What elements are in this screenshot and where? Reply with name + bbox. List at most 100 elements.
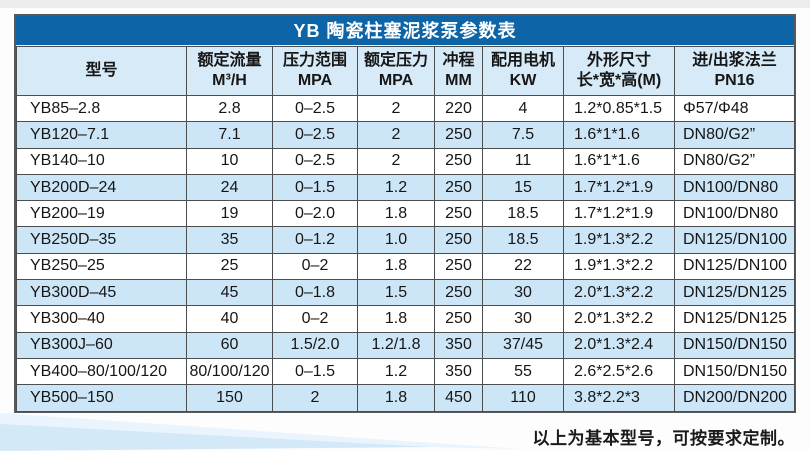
- table-cell: 0–1.5: [272, 173, 358, 202]
- table-cell: Φ57/Φ48: [674, 94, 795, 123]
- column-header-line1: 冲程: [442, 52, 475, 69]
- table-cell: 250: [434, 279, 483, 307]
- table-cell: 1.2: [357, 357, 435, 386]
- table-cell: 2.0*1.3*2.4: [563, 331, 675, 359]
- table-cell: 0–1.5: [272, 357, 358, 386]
- table-cell: 0–2: [272, 305, 358, 333]
- table-cell: YB200–19: [16, 200, 187, 228]
- table-cell: 450: [434, 384, 483, 412]
- table-cell: 24: [186, 173, 273, 202]
- table-cell: 15: [482, 173, 564, 202]
- table-title: YB 陶瓷柱塞泥浆泵参数表: [16, 16, 794, 46]
- table-cell: YB400–80/100/120: [16, 357, 187, 386]
- table-cell: 1.9*1.3*2.2: [563, 226, 675, 254]
- table-cell: 0–1.2: [272, 226, 358, 254]
- column-header-4: 冲程 MM: [434, 46, 483, 96]
- table-cell: 3.8*2.2*3: [563, 384, 675, 412]
- table-cell: 1.8: [357, 200, 435, 228]
- column-header-6: 外形尺寸长*宽*高(M): [563, 46, 675, 96]
- table-cell: YB85–2.8: [16, 94, 187, 123]
- table-cell: YB250D–35: [16, 226, 187, 254]
- table-header: 型号 额定流量 M³/H 压力范围 MPA 额定压力 MPA 冲程 MM 配用电机 KW 外形尺寸 长*…: [16, 46, 795, 96]
- column-header-7: 进/出浆法兰 PN16: [674, 46, 795, 96]
- table-cell: 60: [186, 331, 273, 359]
- column-header-line1: 额定流量: [197, 52, 262, 69]
- table-cell: 250: [434, 200, 483, 228]
- table-cell: 2.0*1.3*2.2: [563, 279, 675, 307]
- table-cell: DN125/DN125: [674, 279, 795, 307]
- column-header-line2: MPA: [378, 72, 414, 89]
- table-cell: 250: [434, 173, 483, 202]
- table-cell: 45: [186, 279, 273, 307]
- table-cell: 18.5: [482, 200, 564, 228]
- column-header-line1: 进/出浆法兰: [692, 52, 777, 69]
- table-cell: DN80/G2”: [674, 121, 795, 149]
- page-top-edge: [0, 0, 810, 8]
- table-row: YB120–7.1 7.1 0–2.5 2 250 7.5 1.6*1*1.6 DN80/G2…: [16, 121, 795, 149]
- table-cell: 40: [186, 305, 273, 333]
- table-cell: YB300–40: [16, 305, 187, 333]
- column-header-line1: 额定压力: [363, 52, 428, 69]
- table-cell: 0–2: [272, 252, 358, 281]
- table-cell: YB300D–45: [16, 279, 187, 307]
- table-cell: 35: [186, 226, 273, 254]
- table-cell: 30: [482, 279, 564, 307]
- table-cell: 1.2*0.85*1.5: [563, 94, 675, 123]
- table-cell: 1.8: [357, 305, 435, 333]
- table-row: YB300D–45 45 0–1.8 1.5 250 30 2.0*1.3*2.2 DN125…: [16, 279, 795, 307]
- table-cell: YB500–150: [16, 384, 187, 412]
- column-header-line2: KW: [509, 72, 537, 89]
- table-cell: 0–2.5: [272, 94, 358, 123]
- table-cell: YB250–25: [16, 252, 187, 281]
- table-cell: DN100/DN80: [674, 200, 795, 228]
- table-cell: 350: [434, 331, 483, 359]
- table-row: YB250–25 25 0–2 1.8 250 22 1.9*1.3*2.2 DN125/DN…: [16, 252, 795, 281]
- table-cell: 55: [482, 357, 564, 386]
- table-cell: 0–2.0: [272, 200, 358, 228]
- table-cell: 250: [434, 305, 483, 333]
- table-cell: 18.5: [482, 226, 564, 254]
- table-cell: 37/45: [482, 331, 564, 359]
- table-row: YB400–80/100/120 80/100/120 0–1.5 1.2 350 55 2…: [16, 357, 795, 386]
- table-cell: 2: [357, 121, 435, 149]
- table-cell: 350: [434, 357, 483, 386]
- column-header-5: 配用电机 KW: [482, 46, 564, 96]
- table-cell: 1.6*1*1.6: [563, 121, 675, 149]
- column-header-1: 额定流量 M³/H: [186, 46, 273, 96]
- column-header-line1: 配用电机: [490, 52, 555, 69]
- table-cell: 22: [482, 252, 564, 281]
- table-cell: 2: [357, 147, 435, 175]
- table-cell: 2: [272, 384, 358, 412]
- column-header-line1: 外形尺寸: [586, 52, 651, 69]
- table-cell: 250: [434, 147, 483, 175]
- column-header-line2: 长*宽*高(M): [576, 72, 662, 89]
- table-cell: YB200D–24: [16, 173, 187, 202]
- table-cell: 19: [186, 200, 273, 228]
- table-cell: 1.7*1.2*1.9: [563, 173, 675, 202]
- table-row: YB85–2.8 2.8 0–2.5 2 220 4 1.2*0.85*1.5 Φ57/Φ48: [16, 94, 795, 123]
- table-cell: DN150/DN150: [674, 331, 795, 359]
- table-cell: 110: [482, 384, 564, 412]
- column-header-2: 压力范围 MPA: [272, 46, 358, 96]
- footer-note: 以上为基本型号，可按要求定制。: [532, 429, 795, 448]
- table-cell: 7.5: [482, 121, 564, 149]
- table-row: YB140–10 10 0–2.5 2 250 11 1.6*1*1.6 DN80/G2”: [16, 147, 795, 175]
- table-cell: 250: [434, 252, 483, 281]
- table-cell: DN125/DN125: [674, 305, 795, 333]
- table-cell: DN200/DN200: [674, 384, 795, 412]
- column-header-line2: PN16: [714, 72, 755, 89]
- table-cell: YB140–10: [16, 147, 187, 175]
- table-body: YB85–2.8 2.8 0–2.5 2 220 4 1.2*0.85*1.5 Φ57/Φ48…: [16, 94, 795, 412]
- table-cell: 0–1.8: [272, 279, 358, 307]
- table-cell: 1.5/2.0: [272, 331, 358, 359]
- table-cell: 2.6*2.5*2.6: [563, 357, 675, 386]
- table-cell: 1.5: [357, 279, 435, 307]
- table-cell: 1.8: [357, 252, 435, 281]
- table-cell: 25: [186, 252, 273, 281]
- pump-spec-table: 型号 额定流量 M³/H 压力范围 MPA 额定压力 MPA 冲程 MM 配用电机 KW 外形尺寸 长*…: [16, 46, 795, 412]
- table-row: YB300–40 40 0–2 1.8 250 30 2.0*1.3*2.2 DN125/DN…: [16, 305, 795, 333]
- table-cell: 2.8: [186, 94, 273, 123]
- table-cell: 4: [482, 94, 564, 123]
- table-cell: DN80/G2”: [674, 147, 795, 175]
